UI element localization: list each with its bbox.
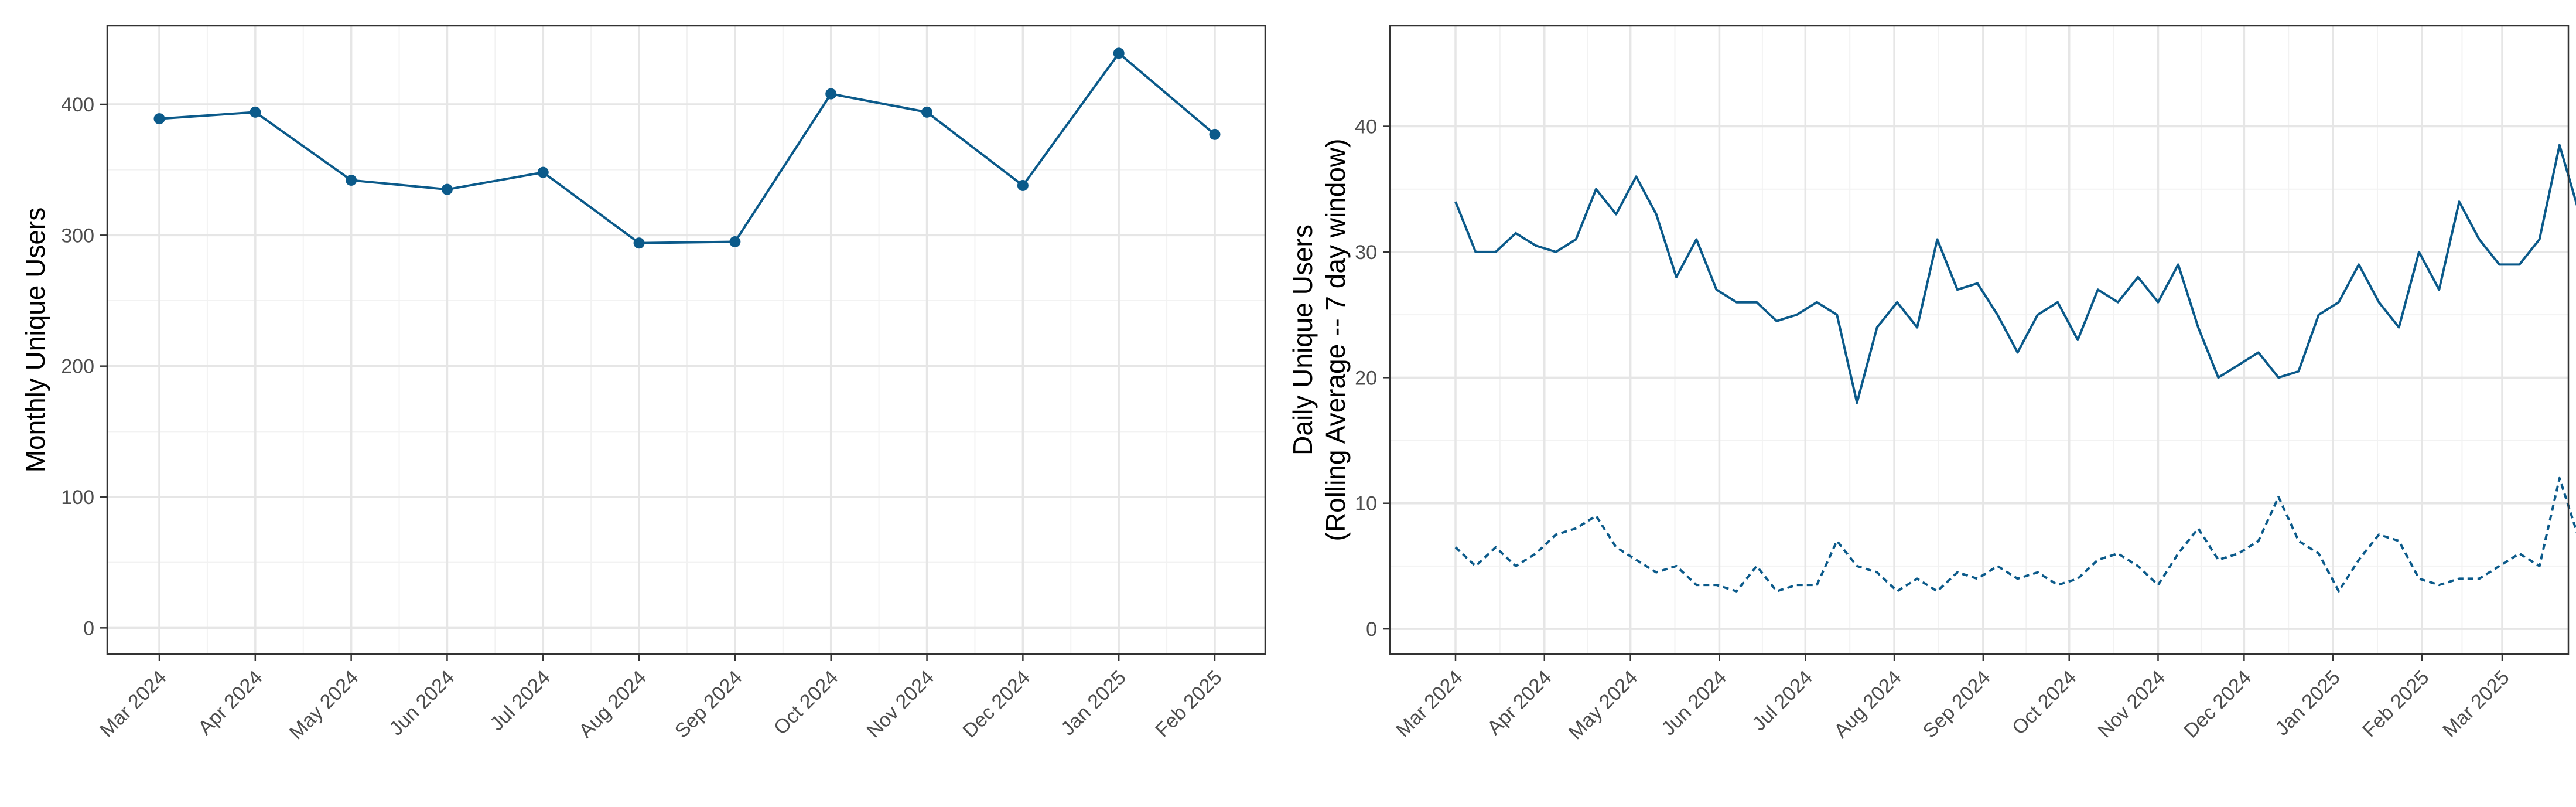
right-panel-border [1389, 25, 2570, 655]
data-point [346, 175, 357, 186]
data-point [921, 106, 933, 118]
data-point [441, 183, 453, 195]
y-tick-label: 0 [1366, 618, 1377, 641]
right-major-grid [1390, 26, 2568, 654]
data-point [537, 166, 549, 178]
data-point [1113, 47, 1125, 59]
y-tick-label: 40 [1355, 116, 1377, 138]
right-minor-grid [1390, 26, 2568, 654]
right-y-axis-label-line2: (Rolling Average -- 7 day window) [1320, 139, 1351, 542]
data-point [825, 88, 837, 100]
left-panel-border [106, 25, 1266, 655]
data-point [1017, 179, 1029, 191]
y-tick-label: 10 [1355, 493, 1377, 515]
y-tick-label: 200 [61, 356, 94, 378]
y-tick-label: 100 [61, 486, 94, 509]
left-y-axis-label: Monthly Unique Users [20, 207, 50, 473]
data-point [729, 236, 741, 247]
series-line-Monthly Unique Users [159, 52, 1216, 244]
left-major-grid [107, 26, 1265, 654]
right-y-axis-label: Daily Unique Users [1287, 224, 1318, 455]
y-tick-label: 0 [83, 617, 94, 639]
y-tick-label: 20 [1355, 367, 1377, 389]
data-point [250, 106, 261, 118]
data-point [1209, 128, 1221, 140]
y-tick-label: 400 [61, 94, 94, 116]
right-series-layer [1454, 144, 2576, 593]
y-tick-label: 30 [1355, 241, 1377, 264]
series-line-dotted [1454, 476, 2576, 593]
left-minor-grid [107, 26, 1265, 654]
series-line-solid [1454, 144, 2576, 404]
data-point [633, 237, 645, 249]
data-point [153, 113, 165, 125]
left-series-layer [153, 47, 1221, 249]
y-tick-label: 300 [61, 224, 94, 247]
